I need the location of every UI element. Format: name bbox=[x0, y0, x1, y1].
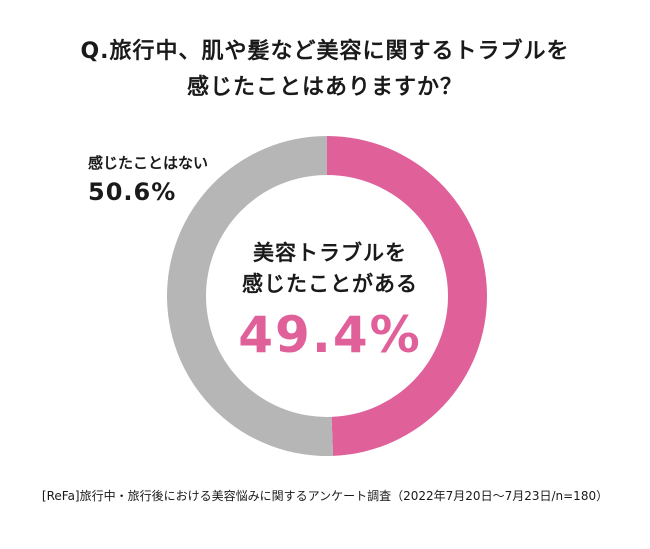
slice-label-yes-line-2: 感じたことがある bbox=[242, 272, 418, 296]
source-note: [ReFa]旅行中・旅行後における美容悩みに関するアンケート調査（2022年7月… bbox=[41, 489, 609, 503]
slice-value-no: 50.6% bbox=[88, 178, 177, 206]
slice-yes bbox=[327, 136, 488, 456]
slice-label-yes: 美容トラブルを 感じたことがある 49.4% bbox=[200, 238, 460, 364]
chart-title-line-1: Q.旅行中、肌や髪など美容に関するトラブルを bbox=[80, 39, 570, 64]
slice-label-yes-line-1: 美容トラブルを bbox=[253, 241, 407, 265]
slice-no bbox=[167, 136, 334, 456]
slice-label-no: 感じたことはない 50.6% bbox=[88, 152, 208, 206]
slice-label-no-text: 感じたことはない bbox=[88, 154, 209, 172]
chart-title: Q.旅行中、肌や髪など美容に関するトラブルを 感じたことはありますか？ bbox=[0, 34, 650, 106]
chart-title-line-2: 感じたことはありますか？ bbox=[186, 75, 463, 100]
slice-value-yes: 49.4% bbox=[238, 306, 422, 364]
